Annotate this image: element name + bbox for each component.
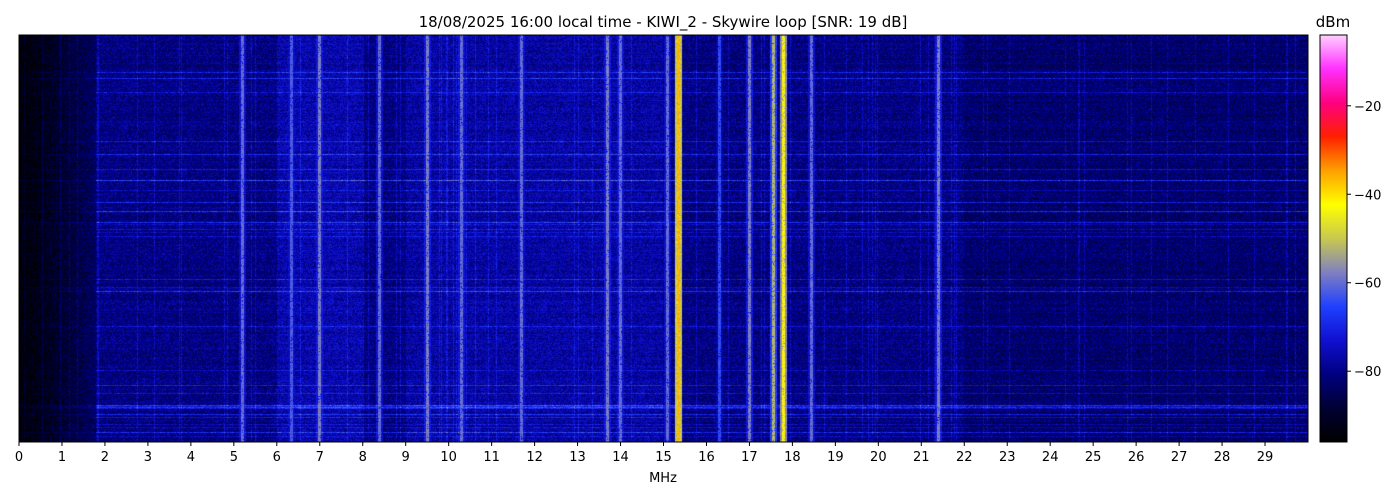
x-tick-label: 11 xyxy=(483,450,500,465)
x-tick-label: 6 xyxy=(273,450,281,465)
chart-title: 18/08/2025 16:00 local time - KIWI_2 - S… xyxy=(419,13,908,32)
colorbar-tick-label: −60 xyxy=(1354,277,1381,292)
x-tick-label: 5 xyxy=(230,450,238,465)
colorbar: −20 −40 −60 −80 xyxy=(1319,34,1381,443)
x-tick-label: 0 xyxy=(15,450,23,465)
x-tick-label: 21 xyxy=(913,450,930,465)
x-tick-label: 22 xyxy=(956,450,973,465)
x-tick-label: 20 xyxy=(870,450,887,465)
x-tick-label: 24 xyxy=(1042,450,1059,465)
x-tick-label: 9 xyxy=(402,450,410,465)
colorbar-tick-label: −80 xyxy=(1354,365,1381,380)
colorbar-label: dBm xyxy=(1316,13,1350,31)
x-tick-label: 16 xyxy=(698,450,715,465)
colorbar-gradient xyxy=(1319,34,1348,443)
x-tick-label: 17 xyxy=(741,450,758,465)
colorbar-ticks: −20 −40 −60 −80 xyxy=(1347,100,1381,380)
colorbar-tick-label: −40 xyxy=(1354,188,1381,203)
x-tick-label: 8 xyxy=(359,450,367,465)
x-axis-label: MHz xyxy=(649,471,677,486)
x-tick-label: 12 xyxy=(526,450,543,465)
x-axis: 0 1 2 3 4 5 6 7 8 9 10 11 12 13 14 15 16 17 18 19 20 21 22 23 24… xyxy=(15,442,1273,465)
x-tick-label: 27 xyxy=(1171,450,1188,465)
x-tick-label: 15 xyxy=(655,450,672,465)
x-tick-label: 2 xyxy=(101,450,109,465)
x-tick-label: 19 xyxy=(827,450,844,465)
x-tick-label: 23 xyxy=(999,450,1016,465)
x-tick-label: 3 xyxy=(144,450,152,465)
x-tick-label: 29 xyxy=(1257,450,1274,465)
spectrogram-heatmap xyxy=(19,35,1308,442)
x-tick-label: 10 xyxy=(440,450,457,465)
x-tick-label: 18 xyxy=(784,450,801,465)
x-tick-label: 1 xyxy=(58,450,66,465)
x-tick-label: 14 xyxy=(612,450,629,465)
x-tick-label: 25 xyxy=(1085,450,1102,465)
x-tick-label: 26 xyxy=(1128,450,1145,465)
x-tick-label: 28 xyxy=(1214,450,1231,465)
x-tick-label: 7 xyxy=(316,450,324,465)
x-tick-label: 4 xyxy=(187,450,195,465)
colorbar-tick-label: −20 xyxy=(1354,100,1381,115)
spectrogram-plot-area xyxy=(18,34,1309,443)
x-tick-label: 13 xyxy=(569,450,586,465)
